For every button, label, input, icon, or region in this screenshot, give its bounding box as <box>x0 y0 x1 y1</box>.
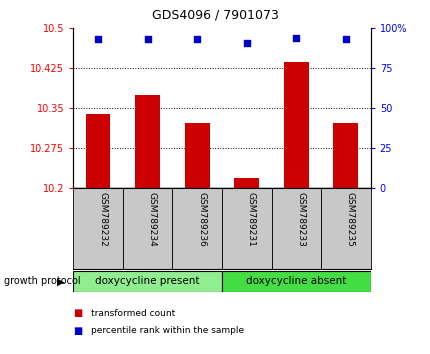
Text: ■: ■ <box>73 326 82 336</box>
Text: GSM789235: GSM789235 <box>345 192 354 247</box>
Text: transformed count: transformed count <box>90 309 174 318</box>
Point <box>243 40 250 46</box>
Point <box>292 35 299 41</box>
Point <box>144 37 151 42</box>
Text: ■: ■ <box>73 308 82 318</box>
Text: GDS4096 / 7901073: GDS4096 / 7901073 <box>152 9 278 22</box>
Point <box>342 37 349 42</box>
Text: percentile rank within the sample: percentile rank within the sample <box>90 326 243 336</box>
Text: GSM789231: GSM789231 <box>246 192 255 247</box>
Text: GSM789232: GSM789232 <box>98 192 107 246</box>
Text: GSM789236: GSM789236 <box>197 192 206 247</box>
Bar <box>73 188 123 269</box>
Point <box>194 37 200 42</box>
Bar <box>135 95 160 188</box>
Bar <box>271 188 320 269</box>
Bar <box>333 123 357 188</box>
Bar <box>86 114 110 188</box>
Text: growth protocol: growth protocol <box>4 276 81 286</box>
Bar <box>221 271 370 292</box>
Text: doxycycline absent: doxycycline absent <box>246 276 346 286</box>
Text: GSM789233: GSM789233 <box>296 192 304 247</box>
Bar <box>172 188 221 269</box>
Bar <box>320 188 370 269</box>
Point <box>95 37 101 42</box>
Text: doxycycline present: doxycycline present <box>95 276 200 286</box>
Bar <box>234 178 258 188</box>
Bar <box>184 123 209 188</box>
Text: GSM789234: GSM789234 <box>147 192 156 246</box>
Text: ▶: ▶ <box>57 276 64 286</box>
Bar <box>221 188 271 269</box>
Bar <box>283 62 308 188</box>
Bar <box>73 271 221 292</box>
Bar <box>123 188 172 269</box>
